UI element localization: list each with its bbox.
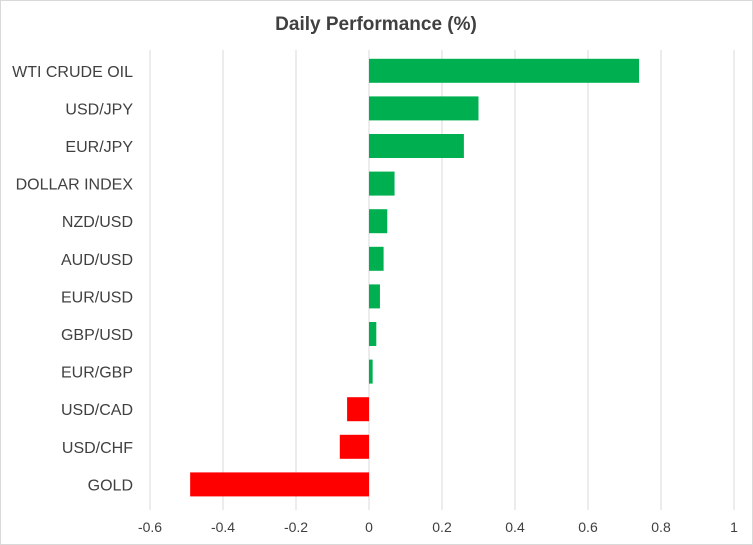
category-label: USD/JPY: [65, 101, 133, 118]
category-label: EUR/JPY: [65, 139, 133, 156]
category-label: USD/CAD: [61, 402, 133, 419]
category-label: EUR/GBP: [61, 365, 133, 382]
bars: [190, 58, 640, 497]
bar: [369, 58, 640, 83]
category-label: DOLLAR INDEX: [16, 177, 134, 194]
category-label: GBP/USD: [61, 327, 133, 344]
x-tick-label: 1: [730, 519, 738, 535]
bar: [369, 322, 377, 346]
category-label: WTI CRUDE OIL: [12, 64, 133, 81]
x-tick-label: 0.2: [432, 519, 452, 535]
x-tick-label: 0.4: [505, 519, 525, 535]
chart-title: Daily Performance (%): [275, 14, 477, 35]
category-label: NZD/USD: [62, 214, 133, 231]
category-labels: WTI CRUDE OIL USD/JPY EUR/JPY DOLLAR INDEX N…: [12, 64, 133, 495]
x-tick-label: 0: [365, 519, 373, 535]
bar: [339, 434, 369, 459]
category-label: AUD/USD: [61, 252, 133, 269]
bar: [369, 246, 384, 271]
x-tick-label: 0.6: [578, 519, 598, 535]
bar: [369, 209, 388, 234]
category-label: EUR/USD: [61, 289, 133, 306]
x-tick-label: 0.8: [651, 519, 671, 535]
bar: [369, 359, 373, 384]
gridlines: [149, 50, 735, 510]
x-tick-label: -0.6: [138, 519, 162, 535]
bar: [369, 284, 380, 309]
bar: [347, 397, 369, 422]
x-tick-label: -0.2: [284, 519, 308, 535]
x-tick-labels: -0.6 -0.4 -0.2 0 0.2 0.4 0.6 0.8 1: [138, 519, 738, 535]
category-label: USD/CHF: [62, 440, 133, 457]
bar: [369, 134, 464, 158]
bar: [190, 472, 369, 497]
bar: [369, 96, 479, 121]
bar: [369, 171, 395, 196]
category-label: GOLD: [88, 477, 133, 494]
x-tick-label: -0.4: [211, 519, 235, 535]
